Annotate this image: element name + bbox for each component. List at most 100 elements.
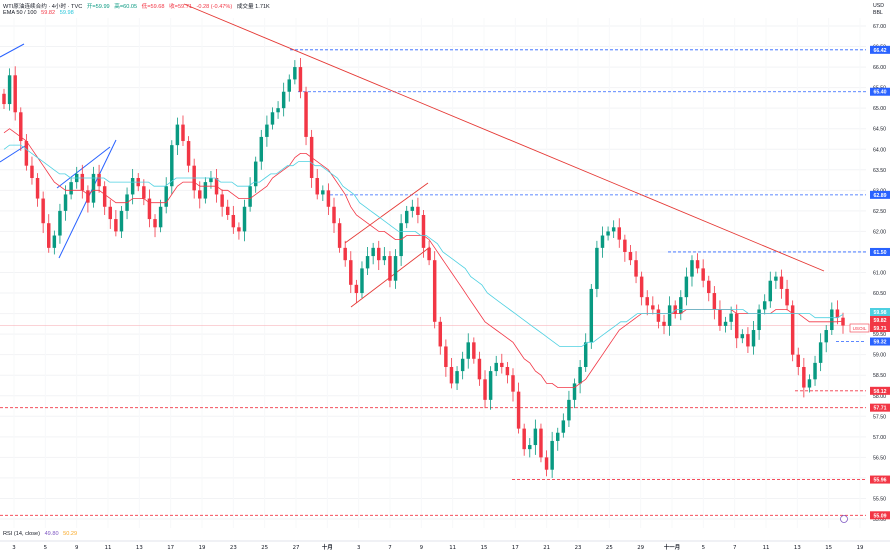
- candle-body: [371, 247, 375, 257]
- candle-body: [231, 214, 236, 228]
- candle-body: [695, 260, 700, 269]
- time-tick-label: 13: [136, 545, 143, 551]
- candle-body: [628, 251, 633, 261]
- candle-body: [153, 219, 157, 228]
- candle-body: [567, 399, 571, 421]
- candle-body: [662, 321, 666, 326]
- price-tick-label: 58.50: [873, 373, 886, 379]
- candle-body: [583, 342, 588, 367]
- candle-body: [158, 206, 163, 228]
- candle-body: [298, 67, 303, 92]
- candle-body: [181, 124, 185, 142]
- time-tick-label: 11: [763, 545, 770, 551]
- candle-body: [410, 206, 415, 211]
- high-value: 高=60.05: [114, 4, 138, 10]
- candle-body: [360, 268, 364, 294]
- candle-body: [768, 280, 773, 302]
- ema100-line: [3, 144, 844, 347]
- level-tag-label: 61.50: [874, 250, 887, 256]
- level-tag: [870, 190, 890, 199]
- candle-body: [41, 198, 45, 224]
- change-value: -0.28 (-0.47%): [196, 4, 233, 10]
- ema-legend[interactable]: EMA 50 / 100 59.82 59.98: [3, 10, 77, 16]
- currency-label: USD: [873, 3, 884, 9]
- candle-body: [393, 256, 398, 281]
- candle-body: [796, 354, 800, 367]
- price-tick-label: 57.50: [873, 414, 886, 420]
- volume-value: 成交量 1.71K: [236, 4, 270, 10]
- candle-body: [220, 194, 224, 207]
- candle-body: [774, 276, 778, 281]
- candle-body: [606, 231, 610, 236]
- candle-body: [242, 206, 247, 232]
- candle-body: [757, 309, 761, 331]
- candle-body: [589, 288, 594, 343]
- ema50-tag: [870, 316, 890, 324]
- candle-body: [13, 75, 17, 113]
- candle-body: [818, 342, 823, 363]
- candle-body: [388, 256, 392, 281]
- level-tag-label: 62.89: [874, 193, 887, 199]
- level-tag: [870, 337, 890, 346]
- candle-body: [712, 293, 717, 310]
- candle-body: [147, 198, 152, 220]
- candle-body: [281, 91, 286, 109]
- time-tick-label: 十月: [322, 543, 333, 551]
- level-tag: [870, 403, 890, 412]
- level-tag-label: 55.96: [874, 478, 887, 484]
- candle-body: [528, 445, 532, 450]
- candle-body: [623, 239, 627, 252]
- candle-body: [175, 124, 180, 146]
- candle-body: [108, 206, 113, 220]
- candle-body: [556, 432, 560, 441]
- candle-body: [119, 210, 124, 232]
- level-tag: [870, 511, 890, 520]
- time-tick-label: 5: [702, 545, 705, 551]
- rsi-value: 49.80: [44, 531, 59, 537]
- candle-body: [19, 112, 23, 142]
- rsi-legend[interactable]: RSI (14, close) 49.80 50.29: [3, 531, 80, 537]
- price-tick-label: 59.50: [873, 332, 886, 338]
- time-tick-label: 7: [733, 545, 736, 551]
- low-value: 低=59.68: [141, 4, 165, 10]
- time-axis: 3 5 9 11 13 17 19 23 25 27 十月 3 7 9 11 15 17 21 23 25 29 十一月 5…: [0, 540, 890, 551]
- candle-body: [466, 342, 470, 359]
- candle-body: [30, 165, 34, 179]
- candle-body: [511, 375, 515, 392]
- level-tag-label: 59.32: [874, 340, 887, 346]
- candle-body: [203, 182, 208, 199]
- candle-body: [477, 358, 482, 380]
- time-tick-label: 9: [75, 545, 79, 551]
- time-tick-label: 17: [512, 545, 519, 551]
- symbol-title: WTI原油连续合约 · 4小时 · TVC: [3, 4, 83, 10]
- time-tick-label: 25: [261, 545, 268, 551]
- candle-body: [651, 305, 655, 310]
- candle-body: [304, 91, 308, 137]
- candle-body: [186, 141, 191, 166]
- candle-body: [432, 260, 437, 322]
- candle-body: [58, 210, 62, 236]
- candle-body: [86, 190, 90, 203]
- price-tick-label: 62.00: [873, 229, 886, 235]
- price-tick-label: 60.50: [873, 291, 886, 297]
- price-tick-label: 57.00: [873, 435, 886, 441]
- candle-body: [377, 247, 381, 261]
- candle-body: [595, 247, 599, 289]
- candle-body: [751, 330, 756, 347]
- candle-body: [142, 186, 146, 199]
- candle-body: [572, 383, 577, 400]
- candle-body: [807, 379, 812, 388]
- candle-body: [114, 219, 118, 232]
- candle-body: [841, 317, 845, 326]
- candle-body: [533, 428, 538, 446]
- candle-body: [550, 440, 554, 470]
- candle-body: [539, 428, 543, 458]
- candle-body: [600, 235, 605, 248]
- candle-body: [679, 297, 683, 314]
- candle-body: [276, 108, 280, 113]
- candle-body: [516, 391, 521, 429]
- candle-body: [746, 334, 750, 347]
- time-tick-label: 29: [637, 545, 644, 551]
- candle-body: [47, 223, 51, 248]
